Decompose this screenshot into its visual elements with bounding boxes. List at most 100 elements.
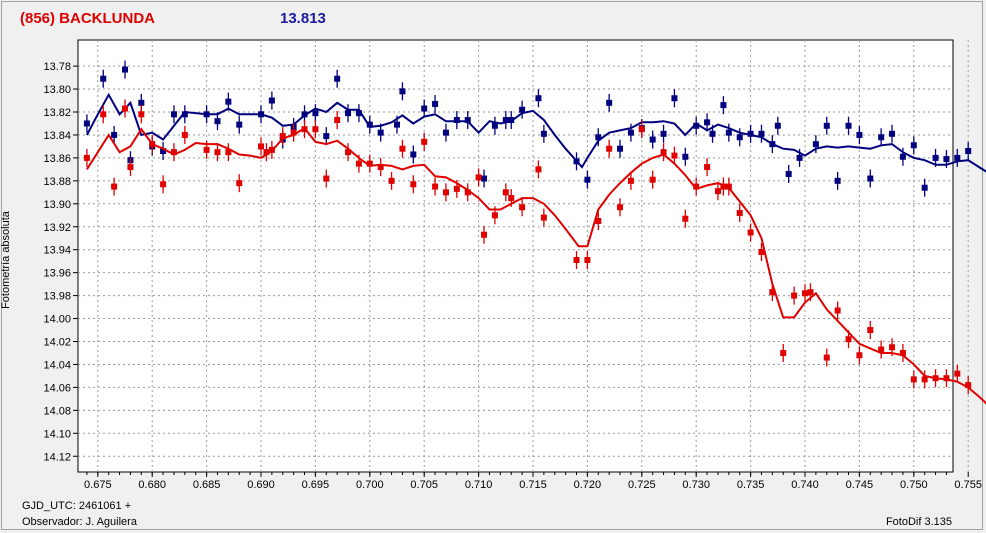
comparison-data-point <box>502 117 509 124</box>
comparison-data-point <box>932 154 939 161</box>
target-data-point <box>954 370 961 377</box>
target-data-point <box>682 215 689 222</box>
comparison-data-point <box>268 97 275 104</box>
comparison-data-point <box>453 117 460 124</box>
target-data-point <box>932 375 939 382</box>
target-data-point <box>502 189 509 196</box>
comparison-data-point <box>508 117 515 124</box>
comparison-data-point <box>823 122 830 129</box>
y-tick-label: 13.78 <box>43 61 71 73</box>
comparison-data-point <box>170 111 177 118</box>
comparison-data-point <box>595 134 602 141</box>
x-tick-label: 0.715 <box>519 479 547 491</box>
target-data-point <box>334 117 341 124</box>
comparison-data-point <box>540 130 547 137</box>
target-data-point <box>807 289 814 296</box>
target-data-point <box>236 180 243 187</box>
target-data-point <box>747 229 754 236</box>
gjd-label: GJD_UTC: 2461061 + <box>22 500 132 512</box>
comparison-data-point <box>355 110 362 117</box>
target-data-point <box>780 349 787 356</box>
target-data-point <box>627 177 634 184</box>
x-tick-label: 0.680 <box>138 479 166 491</box>
target-data-point <box>481 231 488 238</box>
x-tick-label: 0.755 <box>954 479 982 491</box>
target-data-point <box>410 181 417 188</box>
x-tick-label: 0.735 <box>737 479 765 491</box>
target-data-point <box>660 149 667 156</box>
target-data-point <box>170 149 177 156</box>
x-tick-label: 0.675 <box>84 479 112 491</box>
comparison-data-point <box>736 134 743 141</box>
comparison-data-point <box>617 145 624 152</box>
target-data-point <box>127 164 134 171</box>
x-tick-label: 0.695 <box>302 479 330 491</box>
comparison-data-point <box>796 154 803 161</box>
target-data-point <box>791 292 798 299</box>
target-data-point <box>225 149 232 156</box>
target-data-point <box>823 354 830 361</box>
target-data-point <box>720 183 727 190</box>
comparison-data-point <box>334 75 341 82</box>
comparison-data-point <box>725 129 732 136</box>
target-data-point <box>965 382 972 389</box>
y-tick-label: 14.10 <box>43 428 71 440</box>
comparison-data-point <box>160 148 167 155</box>
comparison-data-point <box>111 131 118 138</box>
comparison-data-point <box>464 117 471 124</box>
target-data-point <box>573 257 580 264</box>
target-data-point <box>312 126 319 133</box>
comparison-data-point <box>312 110 319 117</box>
comparison-data-point <box>965 148 972 155</box>
x-tick-label: 0.740 <box>791 479 819 491</box>
comparison-data-point <box>910 142 917 149</box>
comparison-data-point <box>214 118 221 125</box>
target-data-point <box>704 164 711 171</box>
plot-area <box>77 39 954 473</box>
comparison-data-point <box>138 99 145 106</box>
y-tick-label: 13.92 <box>43 222 71 234</box>
comparison-data-point <box>812 141 819 148</box>
observer-label: Observador: J. Aguilera <box>22 516 137 528</box>
comparison-data-point <box>943 156 950 163</box>
target-data-point <box>388 177 395 184</box>
target-data-point <box>617 204 624 211</box>
comparison-data-point <box>899 153 906 160</box>
comparison-data-point <box>709 130 716 137</box>
target-data-point <box>345 149 352 156</box>
target-data-point <box>535 166 542 173</box>
comparison-data-point <box>535 95 542 102</box>
x-tick-label: 0.685 <box>193 479 221 491</box>
target-data-point <box>540 214 547 221</box>
target-data-point <box>268 146 275 153</box>
comparison-data-point <box>834 177 841 184</box>
target-data-point <box>921 376 928 383</box>
target-data-point <box>606 145 613 152</box>
comparison-data-point <box>122 66 128 73</box>
software-label: FotoDif 3.135 <box>885 516 952 528</box>
comparison-data-point <box>442 129 449 136</box>
target-data-point <box>279 133 286 140</box>
target-data-point <box>475 174 482 181</box>
target-data-point <box>856 352 863 359</box>
comparison-data-point <box>410 151 417 158</box>
y-tick-label: 14.02 <box>43 337 71 349</box>
comparison-data-point <box>491 122 498 129</box>
x-tick-label: 0.745 <box>846 479 874 491</box>
y-tick-label: 14.06 <box>43 382 71 394</box>
x-tick-label: 0.720 <box>574 479 602 491</box>
comparison-data-point <box>519 106 526 113</box>
comparison-data-point <box>366 121 373 128</box>
comparison-data-point <box>774 122 781 129</box>
target-data-point <box>769 289 776 296</box>
target-data-point <box>203 146 210 153</box>
comparison-data-point <box>785 170 792 177</box>
comparison-data-point <box>606 99 613 106</box>
target-data-point <box>889 344 896 351</box>
comparison-data-point <box>432 100 439 107</box>
y-tick-label: 13.80 <box>43 84 71 96</box>
mean-magnitude: 13.813 <box>280 10 326 27</box>
target-data-point <box>160 181 167 188</box>
